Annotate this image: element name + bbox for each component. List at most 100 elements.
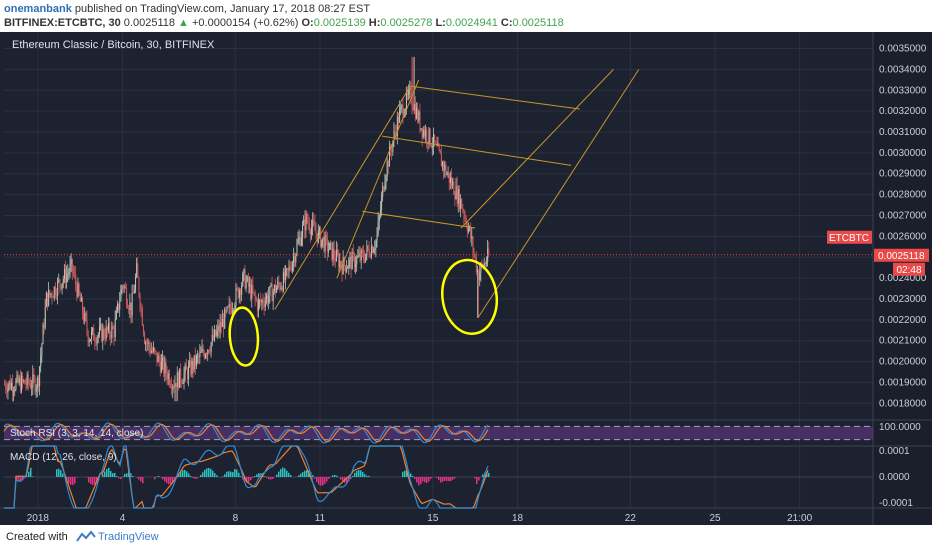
macd-histogram-bar [248,477,250,483]
candle-body [89,339,91,342]
candle-body [13,391,15,393]
rsi-k-line [3,422,489,444]
macd-histogram-bar [170,477,172,485]
candle-body [243,269,245,274]
candle-body [287,268,289,270]
candle-body [182,382,184,384]
candle-body [14,389,16,392]
candle-body [186,369,188,379]
candle-body [382,186,384,197]
candle-body [332,248,334,260]
candle-body [189,360,191,366]
candle-body [458,189,460,209]
x-tick-label: 2018 [27,513,50,524]
candle-body [180,368,182,383]
macd-histogram-bar [406,470,408,477]
candle-body [352,252,354,255]
candle-body [427,141,429,144]
candle-body [442,162,444,167]
candle-body [401,105,403,107]
candle-body [247,276,249,287]
macd-histogram-bar [276,474,278,477]
candle-body [267,295,269,303]
macd-histogram-bar [142,477,144,484]
candle-body [387,161,389,167]
tradingview-link[interactable]: TradingView [98,531,159,543]
candle-body [286,268,288,270]
candle-body [77,283,79,297]
macd-histogram-bar [140,477,142,482]
candle-body [28,383,30,385]
macd-histogram-bar [200,474,202,477]
candle-body [343,257,345,266]
y-tick-label: 0.0030000 [879,148,927,159]
candle-body [185,365,187,370]
candle-body [242,273,244,286]
macd-histogram-bar [180,471,182,477]
candle-body [429,128,431,145]
candle-body [175,383,177,388]
open-value: 0.0025139 [313,17,366,29]
y-tick-label: 0.0020000 [879,357,927,368]
macd-histogram-bar [358,469,360,477]
candle-body [82,298,84,314]
macd-histogram-bar [318,477,320,485]
candle-body [435,142,437,144]
candle-body [303,219,305,226]
macd-histogram-bar [478,477,480,481]
macd-histogram-bar [58,468,60,477]
macd-histogram-bar [20,477,22,482]
candle-body [359,253,361,261]
candle-body [411,101,413,107]
candle-body [279,284,281,290]
candle-body [307,221,309,224]
countdown: 02:48 [896,265,921,276]
candle-body [26,374,28,385]
rising-channel-left-line [274,85,411,310]
macd-histogram-bar [270,477,272,480]
candle-body [115,310,117,320]
macd-histogram-bar [118,477,120,479]
candle-body [452,181,454,186]
candle-body [7,385,9,393]
candle-body [192,360,194,370]
candle-body [117,303,119,311]
candle-body [152,350,154,352]
candle-body [145,343,147,345]
macd-histogram-bar [314,477,316,479]
candle-body [234,305,236,310]
candle-body [56,295,58,297]
candle-body [240,290,242,295]
macd-histogram-bar [450,477,452,482]
author-name[interactable]: onemanbank [4,3,72,15]
macd-y-tick: -0.0001 [879,498,913,509]
candle-body [335,250,337,262]
candle-body [103,328,105,337]
rising-channel-right-line [336,79,420,279]
close-value: 0.0025118 [512,17,564,29]
candle-body [94,340,96,342]
macd-histogram-bar [452,477,454,480]
candle-body [285,269,287,281]
price-chart[interactable]: 0.0018000 0.0019000 0.0020000 0.0021000 0.00… [0,32,932,525]
candle-body [199,351,201,357]
macd-histogram-bar [410,473,412,477]
macd-histogram-bar [172,477,174,483]
candle-body [374,248,376,250]
macd-histogram-bar [214,473,216,477]
candle-body [460,198,462,209]
candle-body [144,333,146,344]
candle-body [50,293,52,295]
candle-body [272,291,274,302]
candle-body [407,92,409,95]
candle-body [83,313,85,321]
macd-histogram-bar [482,474,484,477]
candle-body [215,329,217,336]
macd-histogram-bar [290,475,292,477]
macd-histogram-bar [332,475,334,477]
macd-histogram-bar [324,477,326,484]
candle-body [417,107,419,121]
candle-body [67,273,69,275]
candle-body [244,269,246,289]
macd-histogram-bar [420,477,422,485]
